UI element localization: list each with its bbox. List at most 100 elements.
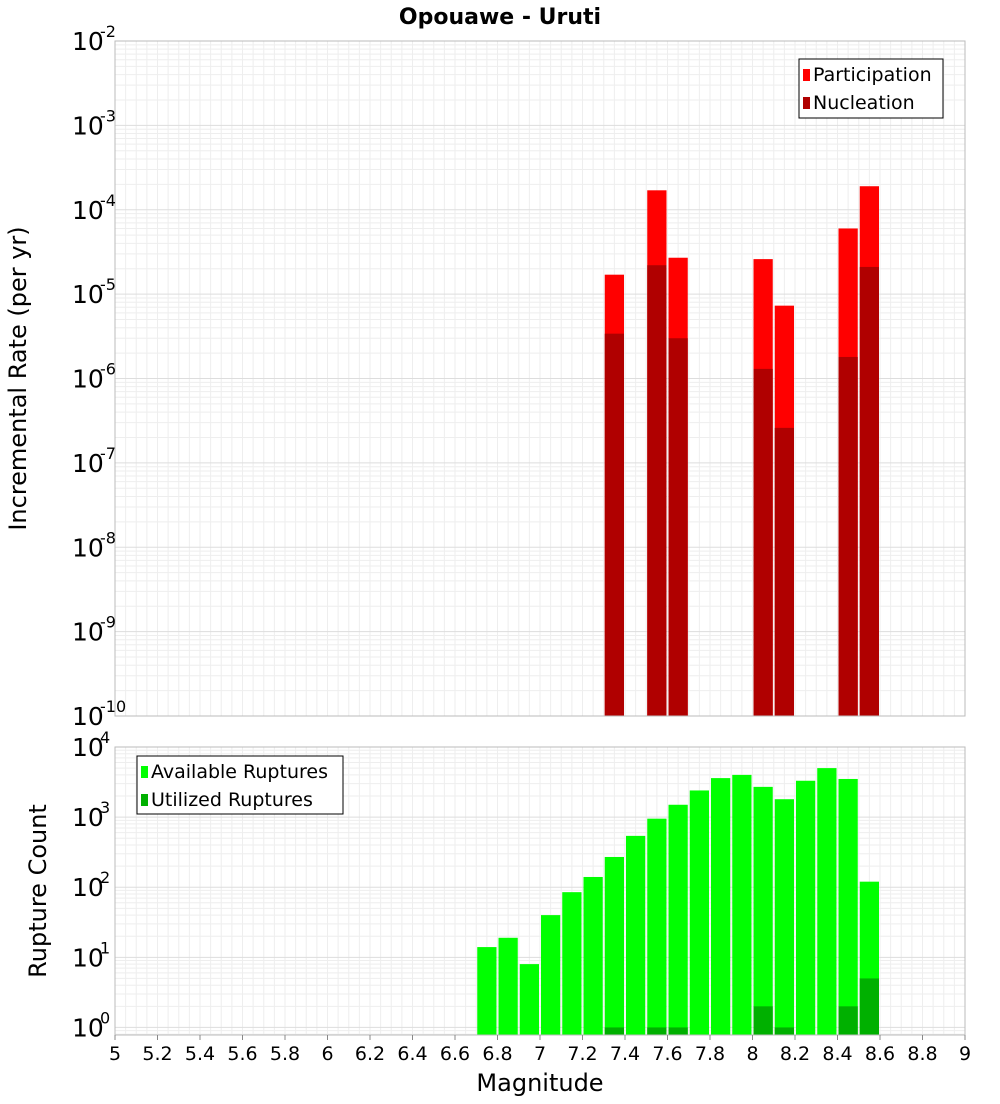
- y-tick-label: 10: [72, 702, 104, 731]
- y-tick-label: 10: [72, 27, 104, 56]
- x-tick-label: 7: [534, 1043, 546, 1065]
- x-tick-label: 8.2: [780, 1043, 810, 1065]
- bar-available-ruptures: [711, 778, 731, 1035]
- y-tick-exponent: 4: [100, 728, 110, 747]
- count-grid: [114, 746, 966, 1035]
- x-tick-label: 5.8: [270, 1043, 300, 1065]
- y-tick-exponent: -10: [100, 697, 126, 716]
- x-tick-label: 5.4: [185, 1043, 215, 1065]
- y-tick-label: 10: [72, 873, 104, 902]
- rate-legend: Participation Nucleation: [798, 58, 944, 119]
- rate-bars: [604, 186, 879, 716]
- y-tick-exponent: -9: [100, 613, 116, 632]
- legend-swatch-nucleation: [803, 97, 810, 109]
- x-tick-label: 9: [959, 1043, 971, 1065]
- x-tick-label: 6.2: [355, 1043, 385, 1065]
- y-tick-exponent: 2: [100, 868, 110, 887]
- bar-available-ruptures: [541, 915, 561, 1035]
- x-tick-label: 8: [746, 1043, 758, 1065]
- bar-available-ruptures: [732, 774, 752, 1035]
- bar-available-ruptures: [583, 876, 603, 1035]
- x-tick-label: 7.4: [610, 1043, 640, 1065]
- bar-available-ruptures: [647, 818, 667, 1035]
- x-tick-label: 6.8: [482, 1043, 512, 1065]
- bar-available-ruptures: [817, 768, 837, 1035]
- y-tick-exponent: -7: [100, 444, 116, 463]
- bar-available-ruptures: [753, 786, 773, 1035]
- bar-utilized-ruptures: [753, 1006, 773, 1035]
- bar-available-ruptures: [604, 856, 624, 1035]
- y-tick-exponent: -5: [100, 275, 116, 294]
- x-tick-label: 6.4: [397, 1043, 427, 1065]
- bar-utilized-ruptures: [838, 1006, 858, 1035]
- y-tick-exponent: 0: [100, 1008, 110, 1027]
- y-tick-label: 10: [72, 449, 104, 478]
- y-tick-exponent: 3: [100, 798, 110, 817]
- y-tick-exponent: -8: [100, 528, 116, 547]
- magnitude-x-ticks: 5 5.2 5.4 5.6 5.8 6 6.2 6.4 6.6 6.8 7 7.2 7.4 7.6 7.8 8…: [109, 1035, 971, 1065]
- count-legend: Available Ruptures Utilized Ruptures: [136, 755, 344, 815]
- y-tick-exponent: -4: [100, 191, 116, 210]
- y-tick-label: 10: [72, 1013, 104, 1042]
- bar-nucleation: [838, 356, 858, 716]
- rate-grid: [114, 40, 966, 717]
- x-tick-label: 7.8: [695, 1043, 725, 1065]
- bar-nucleation: [859, 266, 879, 716]
- count-y-axis-label: Rupture Count: [24, 804, 52, 978]
- y-tick-label: 10: [72, 280, 104, 309]
- bar-utilized-ruptures: [647, 1027, 667, 1035]
- bar-available-ruptures: [668, 804, 688, 1035]
- bar-available-ruptures: [838, 778, 858, 1035]
- bar-nucleation: [753, 368, 773, 716]
- bar-available-ruptures: [562, 892, 582, 1035]
- chart-title: Opouawe - Uruti: [399, 5, 601, 30]
- y-tick-exponent: -3: [100, 106, 116, 125]
- y-tick-label: 10: [72, 533, 104, 562]
- legend-swatch-available-ruptures: [141, 766, 148, 778]
- y-tick-label: 10: [72, 196, 104, 225]
- y-tick-label: 10: [72, 803, 104, 832]
- legend-label-nucleation: Nucleation: [813, 92, 915, 114]
- y-tick-label: 10: [72, 733, 104, 762]
- bar-utilized-ruptures: [668, 1027, 688, 1035]
- bar-available-ruptures: [519, 964, 539, 1035]
- legend-swatch-utilized-ruptures: [141, 794, 148, 806]
- count-legend-box: [136, 755, 344, 815]
- count-bars: [477, 768, 879, 1035]
- bar-utilized-ruptures: [859, 978, 879, 1035]
- bar-nucleation: [774, 427, 794, 716]
- bar-nucleation: [647, 265, 667, 716]
- x-tick-label: 5.2: [142, 1043, 172, 1065]
- rate-legend-box: [798, 58, 944, 119]
- y-tick-exponent: 1: [100, 938, 110, 957]
- bar-available-ruptures: [774, 799, 794, 1035]
- bar-available-ruptures: [689, 790, 709, 1035]
- bar-utilized-ruptures: [774, 1027, 794, 1035]
- y-tick-label: 10: [72, 618, 104, 647]
- legend-swatch-participation: [803, 69, 810, 81]
- x-tick-label: 6: [321, 1043, 333, 1065]
- y-tick-label: 10: [72, 365, 104, 394]
- rate-y-axis-label: Incremental Rate (per yr): [4, 226, 32, 530]
- magnitude-x-axis-label: Magnitude: [476, 1069, 603, 1097]
- y-tick-label: 10: [72, 943, 104, 972]
- y-tick-exponent: -6: [100, 360, 116, 379]
- bar-utilized-ruptures: [604, 1027, 624, 1035]
- x-tick-label: 6.6: [440, 1043, 470, 1065]
- x-tick-label: 5: [109, 1043, 121, 1065]
- y-tick-exponent: -2: [100, 22, 116, 41]
- x-tick-label: 8.8: [907, 1043, 937, 1065]
- legend-label-available-ruptures: Available Ruptures: [151, 761, 328, 783]
- x-tick-label: 8.4: [822, 1043, 852, 1065]
- x-tick-label: 5.6: [227, 1043, 257, 1065]
- legend-label-participation: Participation: [813, 64, 932, 86]
- bar-nucleation: [668, 338, 688, 716]
- x-tick-label: 7.6: [652, 1043, 682, 1065]
- x-tick-label: 8.6: [865, 1043, 895, 1065]
- y-tick-label: 10: [72, 111, 104, 140]
- bar-available-ruptures: [626, 835, 646, 1035]
